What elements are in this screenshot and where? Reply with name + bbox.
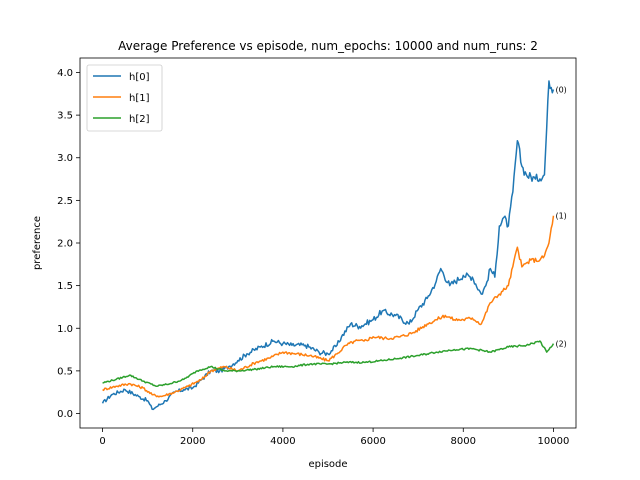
end-labels: (0) (1) (2) xyxy=(555,86,566,349)
series-end-label: (2) xyxy=(555,340,566,349)
x-axis-label: episode xyxy=(308,459,347,470)
x-tick-label: 4000 xyxy=(270,436,295,447)
x-tick-label: 0 xyxy=(99,436,105,447)
y-tick-label: 2.5 xyxy=(57,196,73,207)
x-tick-label: 10000 xyxy=(538,436,570,447)
series-end-label: (0) xyxy=(555,86,566,95)
chart-title: Average Preference vs episode, num_epoch… xyxy=(118,39,538,53)
y-tick-label: 1.5 xyxy=(57,281,73,292)
legend-entry: h[1] xyxy=(129,93,150,104)
y-tick-label: 0.0 xyxy=(57,409,73,420)
series-line-h2 xyxy=(102,340,555,387)
x-tick-label: 6000 xyxy=(360,436,385,447)
y-tick-label: 3.0 xyxy=(57,153,73,164)
y-tick-label: 0.5 xyxy=(57,366,73,377)
y-tick-label: 2.0 xyxy=(57,239,73,250)
y-tick-label: 4.0 xyxy=(57,68,73,79)
x-axis-ticks: 0 2000 4000 6000 8000 10000 xyxy=(99,428,569,447)
x-tick-label: 8000 xyxy=(451,436,476,447)
x-tick-label: 2000 xyxy=(180,436,205,447)
series-end-label: (1) xyxy=(555,212,566,221)
y-tick-label: 3.5 xyxy=(57,111,73,122)
y-axis-label: preference xyxy=(32,216,43,270)
plot-lines xyxy=(101,80,555,411)
series-line-h1 xyxy=(102,215,555,398)
y-axis-ticks: 0.0 0.5 1.0 1.5 2.0 2.5 3.0 3.5 4.0 xyxy=(57,68,80,420)
legend-entry: h[0] xyxy=(129,72,150,83)
legend: h[0] h[1] h[2] xyxy=(86,64,163,132)
legend-box xyxy=(86,64,163,132)
y-tick-label: 1.0 xyxy=(57,324,73,335)
legend-entry: h[2] xyxy=(129,114,150,125)
